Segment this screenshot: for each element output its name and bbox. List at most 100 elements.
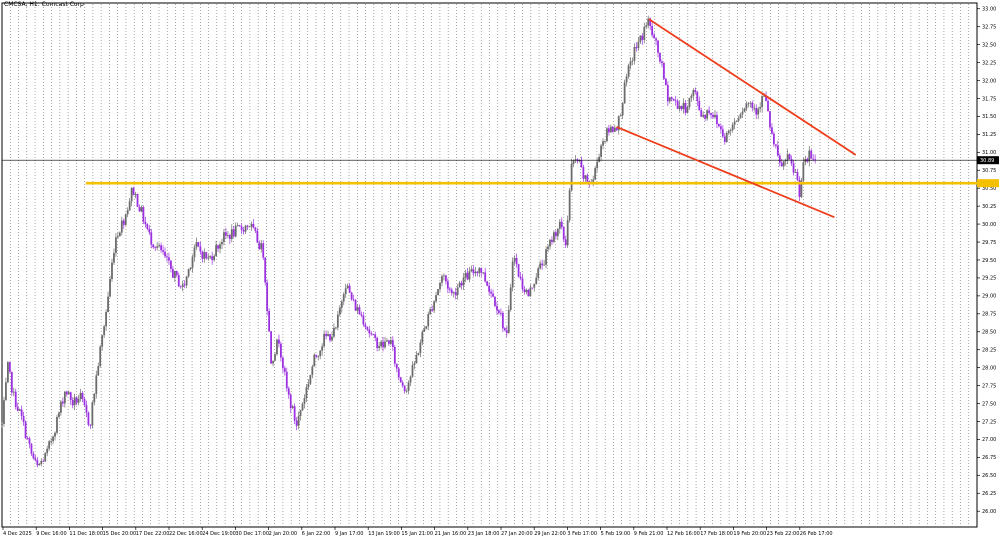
candle-body: [663, 63, 665, 79]
candle: [160, 242, 162, 253]
candle-body: [608, 128, 610, 133]
candle-body: [5, 382, 7, 401]
candle: [388, 340, 390, 346]
candle: [8, 361, 11, 374]
candle-body: [69, 392, 72, 400]
candle-body: [718, 124, 720, 127]
candle-body: [111, 262, 113, 279]
candle: [623, 79, 626, 104]
candle: [468, 267, 471, 283]
candle-body: [260, 243, 263, 250]
candle: [209, 255, 212, 259]
candle: [503, 327, 506, 332]
candle: [309, 374, 312, 386]
candle: [476, 270, 479, 277]
candle: [492, 289, 494, 298]
candle-body: [213, 256, 216, 261]
candle-body: [519, 276, 522, 279]
candle-body: [425, 326, 428, 329]
candle: [609, 124, 612, 133]
candle: [372, 333, 375, 336]
candle: [189, 266, 192, 271]
candle-body: [527, 289, 530, 297]
candle: [268, 308, 271, 332]
candle: [327, 330, 329, 337]
candle-body: [73, 397, 76, 406]
candle-body: [810, 150, 813, 159]
candle-body: [592, 179, 595, 182]
candle: [450, 287, 453, 296]
y-tick-label: 30.00: [982, 222, 996, 228]
candle-body: [490, 291, 492, 294]
candle: [85, 400, 88, 417]
candle: [674, 95, 677, 106]
candle-body: [431, 309, 434, 311]
candle-body: [344, 288, 347, 295]
candle-body: [757, 108, 760, 115]
candle: [517, 263, 520, 278]
candle: [336, 310, 339, 331]
candle-body: [733, 121, 736, 125]
candle-body: [735, 120, 738, 122]
candle: [20, 405, 23, 421]
candle-body: [745, 103, 748, 109]
candle: [71, 397, 74, 409]
candle-body: [160, 245, 162, 251]
candle: [226, 231, 229, 239]
candle: [419, 339, 422, 357]
candle: [150, 228, 153, 249]
x-tick-label: 5 Feb 19:00: [601, 531, 631, 537]
candle-body: [692, 90, 695, 96]
candle: [501, 310, 504, 333]
candle-body: [168, 257, 170, 261]
candle: [570, 158, 573, 192]
candle: [670, 96, 673, 102]
candle-body: [34, 458, 37, 461]
candle: [213, 254, 216, 262]
candle: [38, 462, 41, 466]
candle: [814, 154, 817, 164]
candle: [63, 390, 66, 408]
candle-body: [627, 65, 630, 77]
candle: [688, 97, 691, 110]
candle: [413, 361, 416, 370]
candle: [234, 222, 237, 238]
candle-body: [40, 460, 43, 465]
candle-body: [254, 227, 257, 231]
candle-body: [26, 438, 29, 440]
candle-body: [391, 340, 394, 347]
candle-body: [403, 385, 406, 392]
candle: [179, 285, 182, 289]
y-tick-label: 32.25: [982, 60, 996, 66]
candle-body: [152, 244, 155, 248]
candle-body: [553, 232, 555, 242]
candle-body: [672, 99, 675, 101]
candle: [303, 394, 306, 409]
candle: [633, 43, 636, 65]
candle-body: [698, 101, 701, 111]
candle-body: [710, 112, 712, 115]
candle-body: [30, 444, 33, 454]
candle: [439, 281, 441, 292]
candle: [81, 390, 84, 402]
candle-body: [560, 221, 563, 228]
candle-body: [132, 187, 135, 195]
candle: [786, 149, 789, 165]
candle-body: [686, 107, 689, 113]
candle-body: [790, 159, 793, 164]
candle: [704, 114, 707, 121]
candle-body: [126, 210, 129, 215]
candle: [684, 99, 687, 116]
candle: [152, 243, 155, 249]
candle-body: [545, 249, 547, 265]
candle: [405, 389, 408, 394]
candle-body: [362, 315, 365, 325]
candle-body: [250, 223, 253, 227]
candle-body: [441, 276, 443, 283]
x-tick-label: 30 Dec 17:00: [235, 531, 269, 537]
x-tick-label: 3 Feb 17:00: [567, 531, 597, 537]
candle-body: [342, 294, 345, 302]
candle-body: [582, 167, 585, 179]
candle-body: [77, 399, 80, 403]
